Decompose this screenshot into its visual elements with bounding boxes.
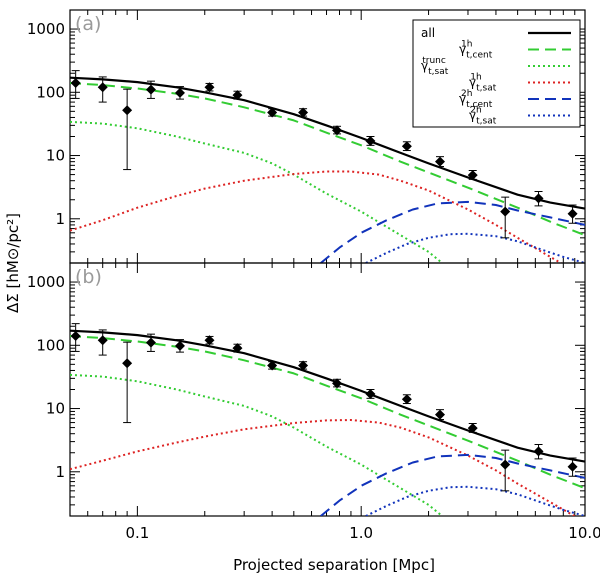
data-point (204, 82, 215, 93)
data-point (567, 461, 578, 472)
data-point (122, 358, 133, 369)
y-tick-label: 100 (36, 83, 65, 101)
data-point (365, 388, 376, 399)
data-point (232, 90, 243, 101)
series-line (70, 120, 443, 263)
series-line (320, 200, 585, 263)
data-point (174, 340, 185, 351)
y-tick-label: 1000 (27, 20, 65, 38)
data-point (122, 105, 133, 116)
y-tick-label: 1 (55, 210, 65, 228)
legend-label: γt,sattrunc (421, 56, 449, 77)
data-point (435, 409, 446, 420)
x-tick-label: 10.0 (568, 524, 600, 542)
data-point (70, 78, 81, 89)
series-line (70, 419, 577, 516)
panel-tag: (a) (75, 13, 101, 35)
data-point (145, 337, 156, 348)
series-line (70, 329, 585, 463)
panel-b: 1 10 100 1000 0.1 1.0 10.0 (b) (27, 262, 600, 542)
legend-label: γt,sat2h (469, 106, 497, 127)
data-point (267, 107, 278, 118)
data-point (145, 84, 156, 95)
data-point (70, 331, 81, 342)
data-point (97, 82, 108, 93)
series-group (70, 329, 585, 516)
data-points (70, 70, 578, 239)
data-point (232, 343, 243, 354)
data-point (533, 193, 544, 204)
legend-label: all (421, 26, 435, 40)
series-line (365, 485, 585, 516)
data-point (533, 446, 544, 457)
legend-label: γt,cent2h (459, 89, 493, 110)
data-point (467, 423, 478, 434)
data-points (70, 323, 578, 492)
y-tick-label: 10 (46, 147, 65, 165)
series-line (70, 373, 443, 516)
data-point (435, 156, 446, 167)
series-line (70, 82, 585, 237)
panels-layer: 1 10 100 1000 (a) all γt,cent1h γt,sattrunc γt,s… (27, 9, 600, 542)
data-point (204, 335, 215, 346)
data-point (467, 170, 478, 181)
legend: all γt,cent1h γt,sattrunc γt,sat1hγt,cent2h… (412, 19, 581, 128)
x-tick-label: 0.1 (125, 524, 149, 542)
legend-label: γt,sat1h (469, 73, 497, 94)
data-point (298, 360, 309, 371)
x-axis-title: Projected separation [Mpc] (233, 556, 435, 574)
y-tick-label: 100 (36, 336, 65, 354)
panel-tag: (b) (75, 266, 102, 288)
panel-a: 1 10 100 1000 (a) all γt,cent1h γt,sattrunc γt,s… (27, 9, 586, 264)
data-point (267, 360, 278, 371)
data-point (500, 206, 511, 217)
y-tick-label: 1000 (27, 273, 65, 291)
y-tick-label: 10 (46, 400, 65, 418)
data-point (500, 459, 511, 470)
series-line (320, 453, 585, 516)
data-point (401, 141, 412, 152)
data-point (401, 394, 412, 405)
y-axis-title: ΔΣ [hM⊙/pc²] (4, 213, 22, 313)
series-line (70, 170, 563, 263)
data-point (332, 125, 343, 136)
data-point (332, 378, 343, 389)
y-tick-label: 1 (55, 463, 65, 481)
series-line (70, 335, 585, 490)
data-point (365, 135, 376, 146)
data-point (567, 208, 578, 219)
series-line (365, 232, 585, 263)
data-point (298, 107, 309, 118)
data-point (174, 87, 185, 98)
x-tick-label: 1.0 (349, 524, 373, 542)
legend-box (412, 19, 581, 128)
legend-label: γt,cent1h (459, 40, 493, 61)
data-point (97, 335, 108, 346)
